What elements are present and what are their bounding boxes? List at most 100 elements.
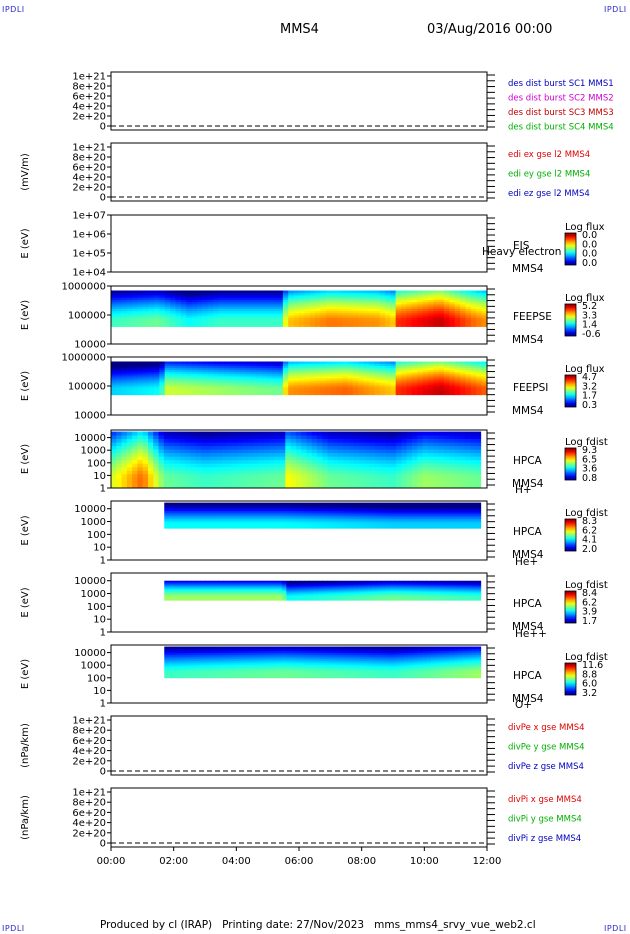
- spectrogram-cell-4: [132, 392, 139, 396]
- spectrogram-cell-6: [263, 509, 269, 512]
- spectrogram-cell-6: [299, 513, 305, 516]
- spectrogram-cell-4: [325, 384, 332, 387]
- spectrogram-cell-6: [471, 510, 477, 513]
- spectrogram-cell-7: [227, 592, 233, 595]
- spectrogram-cell-6: [209, 517, 215, 520]
- spectrogram-cell-4: [352, 386, 359, 389]
- spectrogram-cell-5: [174, 445, 181, 450]
- spectrogram-cell-7: [177, 589, 183, 591]
- spectrogram-cell-3: [245, 317, 252, 321]
- spectrogram-cell-7: [200, 588, 206, 590]
- spectrogram-cell-4: [288, 392, 295, 396]
- spectrogram-cell-5: [470, 477, 476, 482]
- spectrogram-cell-5: [375, 480, 381, 485]
- spectrogram-cell-5: [396, 435, 402, 440]
- spectrogram-cell-6: [173, 505, 179, 508]
- spectrogram-cell-4: [143, 376, 149, 379]
- spectrogram-cell-6: [408, 521, 414, 524]
- spectrogram-cell-3: [137, 292, 144, 296]
- spectrogram-cell-3: [325, 297, 332, 300]
- spectrogram-cell-5: [417, 449, 424, 454]
- spectrogram-cell-4: [368, 365, 375, 369]
- spectrogram-cell-6: [327, 507, 332, 510]
- spectrogram-cell-6: [431, 504, 436, 507]
- spectrogram-cell-6: [322, 507, 328, 510]
- spectrogram-cell-4: [277, 384, 284, 387]
- spectrogram-cell-7: [168, 594, 174, 596]
- spectrogram-cell-3: [379, 315, 386, 318]
- spectrogram-cell-4: [315, 390, 321, 394]
- spectrogram-cell-3: [202, 317, 209, 321]
- spectrogram-cell-4: [250, 367, 257, 371]
- spectrogram-cell-4: [170, 363, 176, 367]
- spectrogram-cell-5: [364, 463, 371, 468]
- spectrogram-cell-3: [266, 313, 273, 316]
- spectrogram-cell-3: [148, 319, 155, 323]
- spectrogram-cell-4: [266, 382, 273, 385]
- spectrogram-cell-3: [293, 310, 300, 314]
- spectrogram-cell-6: [394, 521, 400, 524]
- spectrogram-cell-7: [164, 591, 170, 594]
- spectrogram-cell-4: [277, 365, 284, 369]
- spectrogram-cell-3: [417, 304, 423, 307]
- spectrogram-cell-6: [349, 510, 355, 513]
- legend-entry: edi ex gse l2 MMS4: [508, 150, 590, 160]
- legend-entry: des dist burst SC1 MMS1: [508, 79, 614, 89]
- spectrogram-cell-3: [256, 322, 262, 325]
- spectrogram-cell-5: [449, 445, 455, 450]
- spectrogram-cell-6: [191, 509, 197, 512]
- spectrogram-cell-4: [299, 380, 305, 383]
- spectrogram-cell-4: [417, 390, 423, 394]
- spectrogram-cell-6: [403, 515, 409, 518]
- spectrogram-cell-6: [440, 518, 445, 521]
- spectrogram-cell-6: [476, 517, 482, 520]
- spectrogram-cell-4: [245, 373, 252, 377]
- spectrogram-cell-3: [395, 324, 402, 327]
- spectrogram-cell-6: [440, 510, 445, 513]
- spectrogram-cell-4: [352, 378, 359, 381]
- spectrogram-cell-4: [368, 367, 375, 371]
- spectrogram-cell-5: [169, 431, 175, 436]
- spectrogram-cell-4: [336, 365, 343, 369]
- spectrogram-cell-3: [406, 306, 413, 309]
- spectrogram-cell-4: [325, 380, 332, 383]
- spectrogram-cell-6: [390, 505, 396, 508]
- spectrogram-cell-7: [168, 599, 174, 601]
- spectrogram-cell-5: [184, 435, 191, 440]
- spectrogram-cell-6: [313, 517, 319, 520]
- spectrogram-cell-6: [214, 523, 219, 526]
- spectrogram-cell-3: [191, 299, 198, 303]
- spectrogram-cell-5: [163, 466, 170, 471]
- spectrogram-cell-5: [470, 431, 476, 436]
- y-axis-label: E (eV): [20, 444, 31, 474]
- spectrogram-cell-5: [353, 480, 360, 485]
- spectrogram-cell-7: [232, 581, 237, 584]
- spectrogram-cell-7: [173, 584, 179, 586]
- spectrogram-cell-3: [449, 301, 456, 305]
- spectrogram-cell-3: [153, 310, 160, 314]
- spectrogram-cell-4: [229, 363, 235, 367]
- spectrogram-cell-5: [449, 459, 455, 464]
- spectrogram-cell-6: [268, 510, 274, 513]
- spectrogram-cell-6: [268, 521, 274, 524]
- spectrogram-cell-4: [132, 367, 139, 371]
- spectrogram-cell-6: [467, 517, 473, 520]
- spectrogram-cell-3: [153, 304, 160, 307]
- spectrogram-cell-4: [159, 369, 166, 373]
- spectrogram-cell-7: [200, 595, 206, 597]
- spectrogram-cell-5: [459, 449, 466, 454]
- spectrogram-cell-4: [379, 386, 386, 389]
- spectrogram-cell-6: [286, 518, 292, 521]
- spectrogram-cell-5: [438, 470, 445, 475]
- spectrogram-cell-3: [191, 304, 198, 307]
- spectrogram-cell-7: [218, 592, 224, 595]
- spectrogram-cell-6: [214, 520, 219, 523]
- spectrogram-cell-5: [322, 484, 328, 489]
- spectrogram-cell-5: [285, 477, 291, 482]
- spectrogram-cell-7: [245, 590, 251, 593]
- spectrogram-cell-3: [250, 308, 257, 312]
- legend-entry: edi ey gse l2 MMS4: [508, 170, 590, 180]
- spectrogram-cell-5: [454, 442, 460, 447]
- spectrogram-cell-5: [332, 473, 339, 478]
- spectrogram-cell-6: [168, 525, 174, 528]
